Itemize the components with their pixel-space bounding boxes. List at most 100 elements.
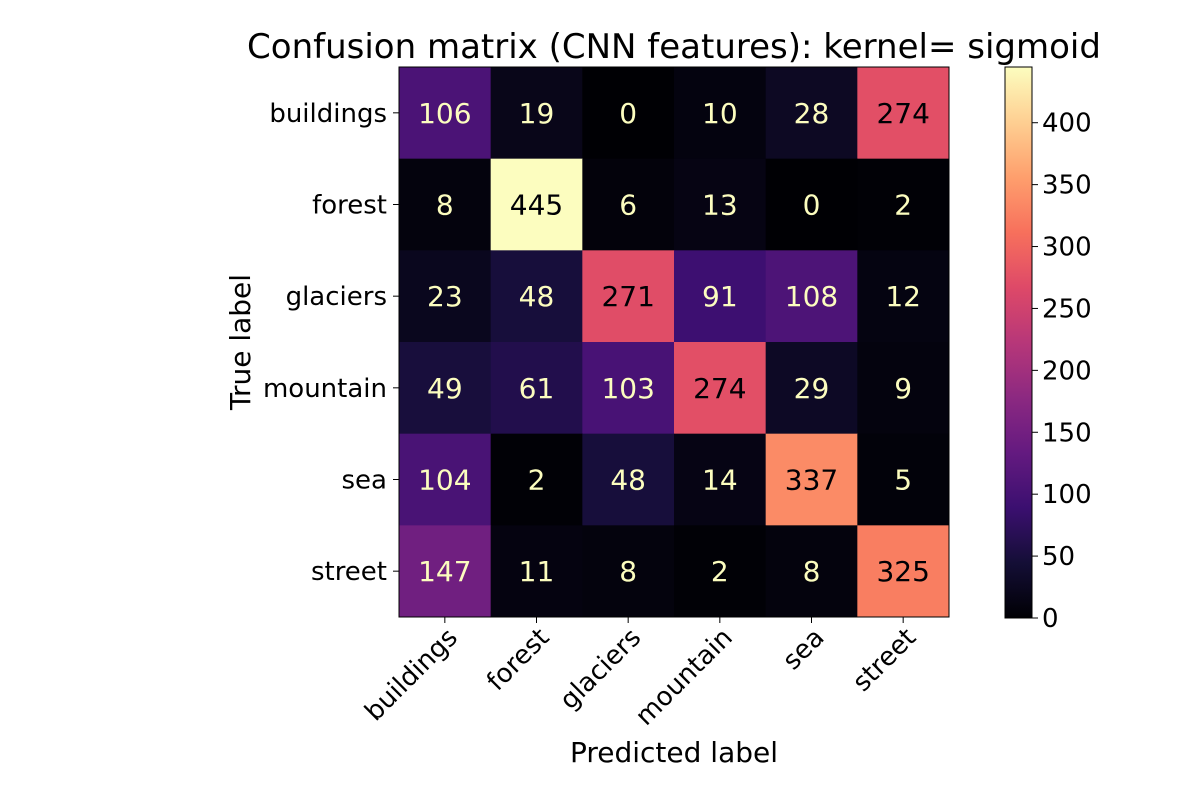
cell-value-label: 274 — [876, 97, 929, 130]
heatmap-cell — [765, 525, 858, 618]
colorbar: 0 50 100 150 200 250 300 350 400 — [1004, 66, 1092, 634]
x-tick-label: street — [847, 623, 922, 698]
heatmap-cell — [674, 342, 767, 435]
heatmap-cell — [582, 158, 675, 251]
colorbar-tick-label: 350 — [1042, 171, 1092, 201]
x-tick-label: glaciers — [554, 623, 647, 716]
cell-value-label: 8 — [436, 189, 454, 222]
colorbar-tick-label: 400 — [1042, 109, 1092, 139]
cell-value-label: 48 — [610, 464, 646, 497]
heatmap-cell — [674, 525, 767, 618]
heatmap-cell — [765, 67, 858, 160]
colorbar-tick-label: 300 — [1042, 233, 1092, 263]
x-tick-label: forest — [481, 623, 555, 697]
x-tick-label: mountain — [630, 623, 739, 732]
cell-value-label: 106 — [418, 97, 471, 130]
cell-value-label: 14 — [702, 464, 738, 497]
colorbar-tick-label: 100 — [1042, 480, 1092, 510]
x-tick-label: sea — [777, 623, 830, 676]
heatmap-cell — [857, 158, 950, 251]
cell-value-label: 19 — [519, 97, 555, 130]
cell-value-label: 104 — [418, 464, 471, 497]
cell-value-label: 147 — [418, 555, 471, 588]
heatmap-cell — [857, 525, 950, 618]
y-tick-label: mountain — [263, 374, 387, 404]
cell-value-label: 8 — [619, 555, 637, 588]
heatmap-cell — [399, 342, 492, 435]
cell-value-label: 9 — [894, 372, 912, 405]
plot-frame — [398, 66, 950, 618]
heatmap-cell — [582, 525, 675, 618]
heatmap-cell — [399, 158, 492, 251]
y-tick-label: sea — [342, 466, 387, 496]
cell-value-label: 6 — [619, 189, 637, 222]
heatmap-cell — [399, 67, 492, 160]
heatmap-cell — [857, 342, 950, 435]
cell-value-label: 0 — [803, 189, 821, 222]
cell-value-label: 11 — [519, 555, 555, 588]
cell-value-label: 271 — [601, 280, 654, 313]
cell-value-label: 108 — [785, 280, 838, 313]
cell-value-label: 48 — [519, 280, 555, 313]
colorbar-tick-label: 50 — [1042, 542, 1075, 572]
heatmap-cell — [490, 158, 583, 251]
cell-value-label: 49 — [427, 372, 463, 405]
chart-title: Confusion matrix (CNN features): kernel=… — [247, 27, 1101, 67]
cell-value-label: 13 — [702, 189, 738, 222]
heatmap-cell — [857, 67, 950, 160]
cell-value-label: 2 — [528, 464, 546, 497]
heatmap-cell — [490, 433, 583, 526]
heatmap-cell — [490, 67, 583, 160]
cell-value-label: 23 — [427, 280, 463, 313]
cell-value-label: 325 — [876, 555, 929, 588]
colorbar-tick-label: 150 — [1042, 418, 1092, 448]
heatmap-cell — [490, 342, 583, 435]
colorbar-tick-label: 250 — [1042, 294, 1092, 324]
cell-value-label: 2 — [711, 555, 729, 588]
cell-value-label: 61 — [519, 372, 555, 405]
heatmap-cell — [490, 250, 583, 343]
x-axis-label: Predicted label — [570, 736, 778, 769]
heatmap-cell — [765, 342, 858, 435]
colorbar-tick-label: 0 — [1042, 604, 1059, 634]
y-tick-label: buildings — [269, 99, 387, 129]
heatmap-cell — [857, 433, 950, 526]
cell-value-label: 10 — [702, 97, 738, 130]
heatmap-cell — [582, 67, 675, 160]
colorbar-tick-label: 200 — [1042, 356, 1092, 386]
heatmap-cell — [582, 342, 675, 435]
cell-value-label: 8 — [803, 555, 821, 588]
cell-value-label: 274 — [693, 372, 746, 405]
cell-value-label: 337 — [785, 464, 838, 497]
cell-value-label: 28 — [794, 97, 830, 130]
heatmap-cell — [765, 250, 858, 343]
heatmap-cell — [674, 250, 767, 343]
y-tick-label: glaciers — [286, 282, 387, 312]
heatmap-cell — [765, 433, 858, 526]
heatmap-cell — [674, 158, 767, 251]
heatmap-cell — [857, 250, 950, 343]
cell-value-label: 12 — [885, 280, 921, 313]
cell-value-label: 2 — [894, 189, 912, 222]
colorbar-gradient — [1004, 66, 1033, 619]
heatmap-cell — [582, 433, 675, 526]
x-tick-label: buildings — [359, 623, 463, 727]
y-tick-label: forest — [312, 191, 387, 221]
y-tick-label: street — [311, 557, 387, 587]
heatmap-cell — [399, 250, 492, 343]
cell-value-label: 445 — [510, 189, 563, 222]
cell-value-label: 29 — [794, 372, 830, 405]
cell-value-label: 0 — [619, 97, 637, 130]
cell-value-label: 103 — [601, 372, 654, 405]
heatmap-cell — [399, 525, 492, 618]
heatmap-cell — [765, 158, 858, 251]
heatmap-cell — [674, 67, 767, 160]
heatmap-cell — [399, 433, 492, 526]
y-axis-label: True label — [224, 274, 257, 411]
heatmap-cell — [582, 250, 675, 343]
cell-value-label: 5 — [894, 464, 912, 497]
cell-value-label: 91 — [702, 280, 738, 313]
